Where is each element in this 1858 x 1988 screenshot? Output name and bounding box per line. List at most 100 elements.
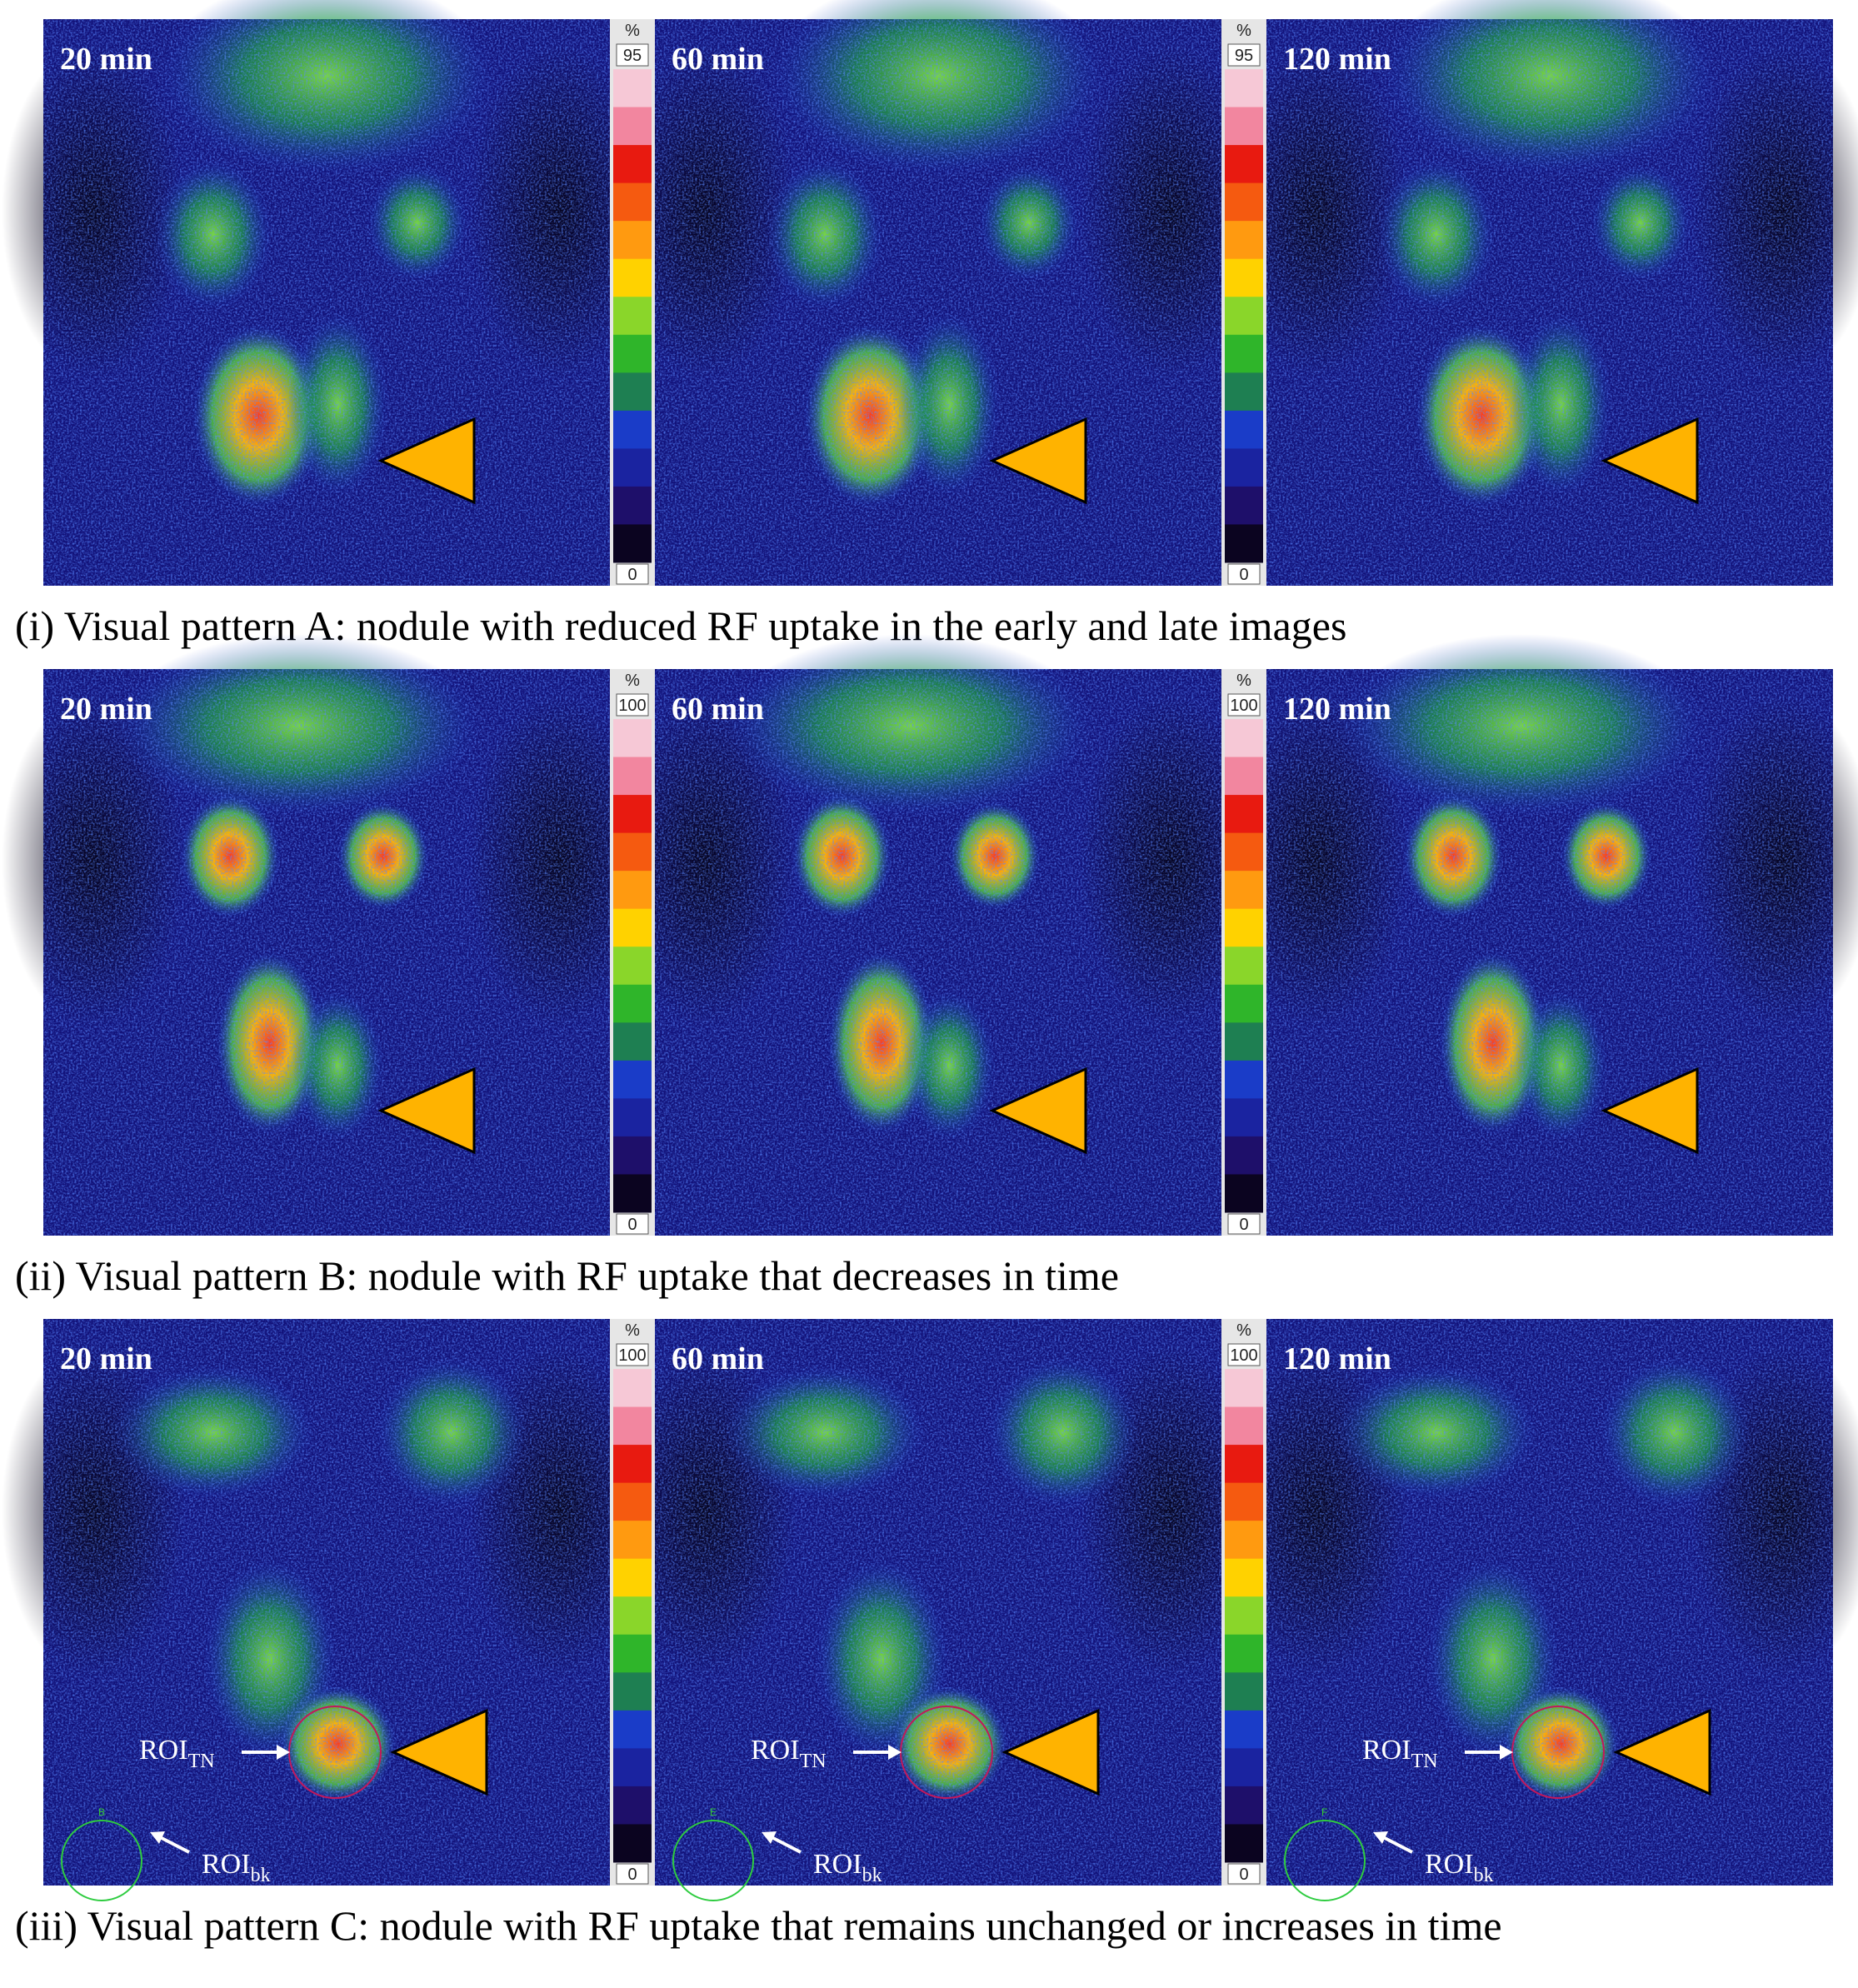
noise	[43, 1319, 610, 1886]
scale-bottom-box	[616, 1863, 649, 1885]
scale-segment	[613, 1445, 652, 1484]
roi-bk-sub: bk	[251, 1865, 271, 1886]
scan-panel: 120 min	[1225, 634, 1858, 1236]
roi-bk-label: ROIbk	[1425, 1849, 1494, 1886]
scale-segment	[1225, 372, 1263, 412]
scale-segment	[1225, 1060, 1263, 1099]
scale-segment	[1225, 334, 1263, 373]
roi-bk-label: ROIbk	[202, 1849, 271, 1886]
roi-tn-text: ROI	[139, 1735, 188, 1766]
roi-tn-label: ROITN	[751, 1735, 827, 1772]
scan-panel: 20 min	[2, 634, 652, 1236]
time-label: 20 min	[60, 692, 152, 727]
scale-top-box	[1227, 693, 1261, 717]
arrowhead	[989, 1066, 1087, 1155]
color-scale: % 100 0	[610, 669, 655, 1236]
scale-top-box	[1227, 1343, 1261, 1366]
scale-segment	[613, 1558, 652, 1597]
figure-row: 20 min 60 min 120 min% 100 0% 100 0 (ii) Visual…	[2, 634, 1858, 1299]
scale-segment	[613, 410, 652, 449]
scale-segment	[1225, 69, 1263, 108]
scale-top: 100	[1230, 697, 1257, 715]
scale-segment	[1225, 524, 1263, 563]
scale-bottom-box	[616, 563, 649, 585]
scale-segment	[1225, 297, 1263, 336]
arrow-head	[1500, 1745, 1513, 1760]
roi-tn-label: ROITN	[139, 1735, 215, 1772]
scale-segment	[613, 182, 652, 222]
scale-segment	[613, 107, 652, 146]
arrowhead	[377, 1066, 476, 1155]
roi-marker: E	[710, 1806, 717, 1818]
scale-bottom-box	[616, 1213, 649, 1235]
figure-row: 20 min 60 min 120 min% 95 0% 95 0 (i) Visual pa…	[2, 0, 1858, 649]
noise	[43, 669, 610, 1236]
roi-tn-label: ROITN	[1362, 1735, 1438, 1772]
scale-segment	[613, 1174, 652, 1213]
scale-segment	[1225, 908, 1263, 947]
scale-segment	[613, 1482, 652, 1521]
arrow-head	[150, 1831, 165, 1844]
scale-segment	[613, 1634, 652, 1673]
scale-segment	[1225, 182, 1263, 222]
scale-segment	[1225, 1445, 1263, 1484]
scale-segment	[1225, 984, 1263, 1023]
roi-tn-sub: TN	[1411, 1751, 1438, 1772]
time-label: 120 min	[1283, 42, 1391, 77]
scale-unit: %	[625, 22, 640, 40]
scale-segment	[613, 372, 652, 412]
scale-segment	[613, 448, 652, 487]
scale-segment	[1225, 1786, 1263, 1825]
scale-segment	[1225, 1596, 1263, 1636]
roi-tn-text: ROI	[751, 1735, 800, 1766]
scale-segment	[1225, 1098, 1263, 1137]
scale-top: 100	[618, 697, 646, 715]
color-scale: % 100 0	[610, 1319, 655, 1886]
scale-segment	[613, 832, 652, 872]
arrow	[159, 1836, 190, 1854]
roi-tn-sub: TN	[188, 1751, 215, 1772]
scale-segment	[613, 297, 652, 336]
roi-bk-circle	[1284, 1820, 1366, 1901]
color-scale: % 95 0	[610, 19, 655, 586]
scale-top-box	[1227, 43, 1261, 67]
arrow	[1382, 1836, 1413, 1854]
roi-tn-sub: TN	[800, 1751, 827, 1772]
time-label: 120 min	[1283, 1341, 1391, 1376]
scale-segment	[613, 1710, 652, 1749]
scale-segment	[1225, 258, 1263, 297]
scale-segment	[613, 1060, 652, 1099]
scale-segment	[613, 719, 652, 758]
scale-segment	[613, 1406, 652, 1446]
scale-segment	[1225, 145, 1263, 184]
scale-bottom: 0	[627, 566, 637, 584]
scale-bottom-box	[1227, 563, 1261, 585]
color-scale: % 100 0	[1221, 1319, 1266, 1886]
scale-unit: %	[1236, 22, 1251, 40]
color-scale: % 100 0	[1221, 669, 1266, 1236]
scale-bottom-box	[1227, 1863, 1261, 1885]
time-label: 20 min	[60, 1341, 152, 1376]
scale-segment	[613, 757, 652, 796]
scale-segment	[613, 1098, 652, 1137]
scan-panel: 20 min	[2, 0, 652, 586]
scale-segment	[1225, 1710, 1263, 1749]
scale-segment	[613, 524, 652, 563]
roi-bk-text: ROI	[1425, 1849, 1474, 1880]
scale-segment	[613, 486, 652, 525]
scan-panel: 60 min	[613, 634, 1263, 1236]
scale-segment	[1225, 410, 1263, 449]
roi-marker: B	[98, 1806, 105, 1818]
roi-bk-sub: bk	[862, 1865, 882, 1886]
scale-bottom: 0	[627, 1216, 637, 1234]
scale-segment	[1225, 832, 1263, 872]
scale-unit: %	[1236, 672, 1251, 690]
scale-segment	[1225, 1022, 1263, 1061]
scale-segment	[1225, 795, 1263, 834]
scale-top-box	[616, 1343, 649, 1366]
scale-top: 95	[623, 47, 642, 65]
